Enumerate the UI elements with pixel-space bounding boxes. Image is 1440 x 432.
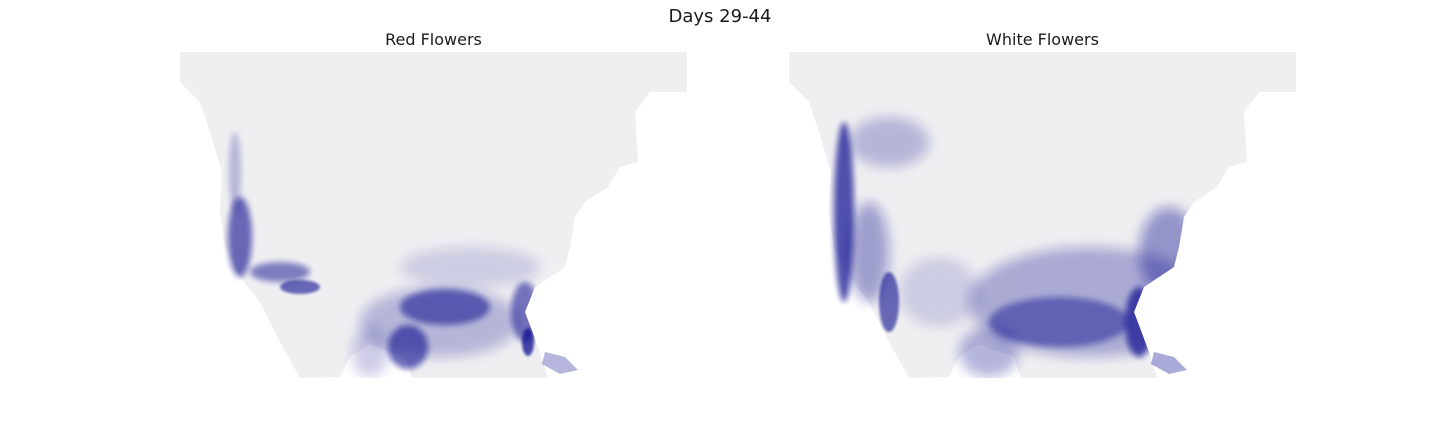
island-cluster — [1151, 352, 1187, 374]
land-mass — [180, 52, 687, 378]
density-blob — [1139, 207, 1199, 297]
density-blob — [834, 122, 854, 302]
density-blob — [400, 247, 540, 287]
density-blob — [849, 202, 889, 302]
density-blob — [280, 280, 320, 294]
density-blob — [522, 328, 534, 356]
map-red-flowers — [180, 52, 687, 378]
density-blob — [229, 132, 241, 212]
density-blob — [879, 272, 899, 332]
density-layer — [228, 132, 540, 377]
island-cluster — [542, 352, 578, 374]
density-blob — [352, 327, 388, 377]
density-blob — [849, 117, 929, 167]
figure-suptitle: Days 29-44 — [668, 6, 772, 27]
density-blob — [250, 262, 310, 282]
water-notch — [1259, 92, 1296, 100]
density-blob — [1125, 287, 1153, 357]
density-blob — [959, 327, 1019, 377]
map-white-flowers — [789, 52, 1296, 378]
density-blob — [899, 257, 979, 327]
panel-title-white-flowers: White Flowers — [986, 30, 1099, 49]
panel-title-red-flowers: Red Flowers — [385, 30, 482, 49]
density-blob — [989, 297, 1129, 347]
density-blob — [400, 289, 490, 325]
density-blob — [228, 197, 252, 277]
water-notch — [650, 92, 687, 100]
density-blob — [388, 325, 428, 369]
